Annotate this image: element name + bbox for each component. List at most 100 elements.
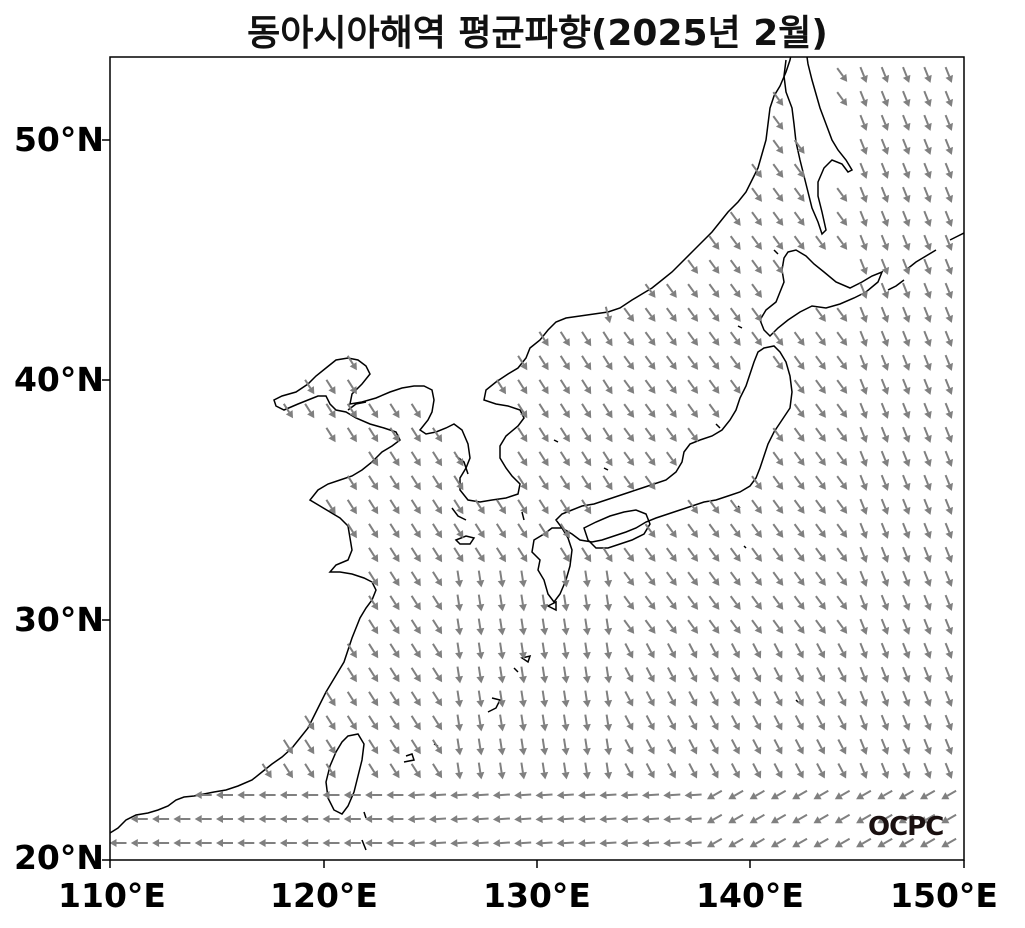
wave-direction-arrow (368, 523, 379, 539)
wave-direction-arrow (410, 715, 421, 731)
wave-direction-arrow (665, 427, 677, 442)
wave-direction-arrow (751, 571, 762, 586)
wave-direction-arrow (902, 450, 911, 467)
wave-direction-arrow (944, 354, 953, 371)
wave-direction-arrow (816, 691, 826, 707)
wave-direction-arrow (751, 163, 762, 178)
wave-direction-arrow (880, 186, 890, 203)
wave-direction-arrow (859, 498, 868, 515)
wave-direction-arrow (368, 715, 379, 731)
wave-direction-arrow (604, 690, 613, 708)
wave-direction-arrow (859, 210, 868, 227)
wave-direction-arrow (602, 355, 613, 371)
wave-direction-arrow (604, 738, 613, 756)
wave-direction-arrow (578, 815, 596, 824)
wave-direction-arrow (663, 815, 681, 824)
wave-direction-arrow (346, 667, 357, 683)
wave-direction-arrow (152, 839, 170, 847)
wave-direction-arrow (751, 547, 762, 562)
wave-direction-arrow (389, 523, 400, 539)
wave-direction-arrow (794, 691, 804, 707)
wave-direction-arrow (730, 715, 740, 731)
wave-direction-arrow (708, 235, 720, 250)
wave-direction-arrow (751, 235, 762, 250)
wave-direction-arrow (624, 763, 634, 779)
wave-direction-arrow (258, 791, 276, 799)
wave-direction-arrow (728, 789, 744, 800)
wave-direction-arrow (880, 162, 890, 179)
wave-direction-arrow (729, 619, 741, 634)
wave-direction-arrow (663, 791, 681, 800)
wave-direction-arrow (110, 839, 127, 847)
wave-direction-arrow (836, 307, 848, 322)
wave-direction-arrow (902, 234, 911, 251)
wave-direction-arrow (365, 839, 383, 847)
wave-direction-arrow (923, 546, 932, 563)
wave-direction-arrow (538, 451, 549, 467)
wave-direction-arrow (923, 354, 932, 371)
wave-direction-arrow (923, 714, 932, 731)
wave-direction-arrow (729, 307, 741, 322)
wave-direction-arrow (429, 839, 447, 848)
wave-direction-arrow (623, 403, 635, 418)
wave-direction-arrow (772, 619, 784, 634)
wave-direction-arrow (923, 138, 932, 155)
wave-direction-arrow (386, 791, 404, 799)
wave-direction-arrow (730, 763, 740, 779)
wave-direction-arrow (816, 739, 826, 755)
wave-direction-arrow (173, 839, 191, 847)
wave-direction-arrow (684, 791, 702, 800)
wave-direction-arrow (794, 739, 804, 755)
shikoku-coastline (583, 509, 651, 549)
wave-direction-arrow (410, 403, 421, 419)
wave-direction-arrow (880, 594, 890, 611)
wave-direction-arrow (793, 451, 805, 466)
wave-direction-arrow (836, 331, 848, 346)
wave-direction-arrow (620, 791, 638, 800)
wave-direction-arrow (559, 451, 570, 467)
wave-direction-arrow (389, 763, 400, 779)
wave-direction-arrow (540, 618, 549, 636)
wave-direction-arrow (497, 642, 506, 660)
wave-direction-arrow (944, 210, 953, 227)
wave-direction-arrow (279, 815, 297, 823)
wave-direction-arrow (645, 715, 655, 731)
wave-direction-arrow (859, 570, 868, 587)
wave-direction-arrow (859, 306, 868, 323)
honshu-coastline (555, 345, 793, 543)
wave-direction-arrow (471, 791, 489, 800)
wave-direction-arrow (497, 618, 506, 636)
wave-direction-arrow (389, 403, 400, 419)
wave-direction-arrow (604, 306, 613, 324)
wave-direction-arrow (325, 499, 336, 515)
wave-direction-arrow (389, 643, 400, 659)
wave-direction-arrow (604, 642, 613, 660)
wave-direction-arrow (859, 402, 868, 419)
wave-direction-arrow (624, 691, 634, 707)
wave-direction-arrow (684, 815, 702, 824)
wave-direction-arrow (859, 690, 868, 707)
wave-direction-arrow (389, 619, 400, 635)
wave-direction-arrow (455, 762, 463, 780)
wave-direction-arrow (644, 523, 656, 538)
wave-direction-arrow (902, 90, 911, 107)
wave-direction-arrow (815, 235, 826, 250)
mainland-coastline (110, 57, 792, 834)
x-tick-label-120e: 120°E (270, 876, 378, 915)
wave-direction-arrow (665, 379, 677, 394)
wave-direction-arrow (859, 546, 868, 563)
wave-direction-arrow (815, 355, 826, 370)
wave-direction-arrow (729, 355, 741, 370)
wave-direction-arrow (540, 594, 549, 612)
wave-direction-arrow (497, 714, 506, 732)
wave-direction-arrow (902, 210, 911, 227)
wave-direction-arrow (944, 450, 953, 467)
wave-direction-arrow (709, 763, 719, 779)
wave-direction-arrow (432, 691, 443, 707)
wave-direction-arrow (476, 618, 485, 636)
wave-direction-arrow (708, 355, 720, 370)
wave-direction-arrow (346, 715, 357, 731)
wave-direction-arrow (920, 837, 936, 848)
wave-direction-arrow (877, 789, 893, 800)
wave-direction-arrow (859, 186, 868, 203)
